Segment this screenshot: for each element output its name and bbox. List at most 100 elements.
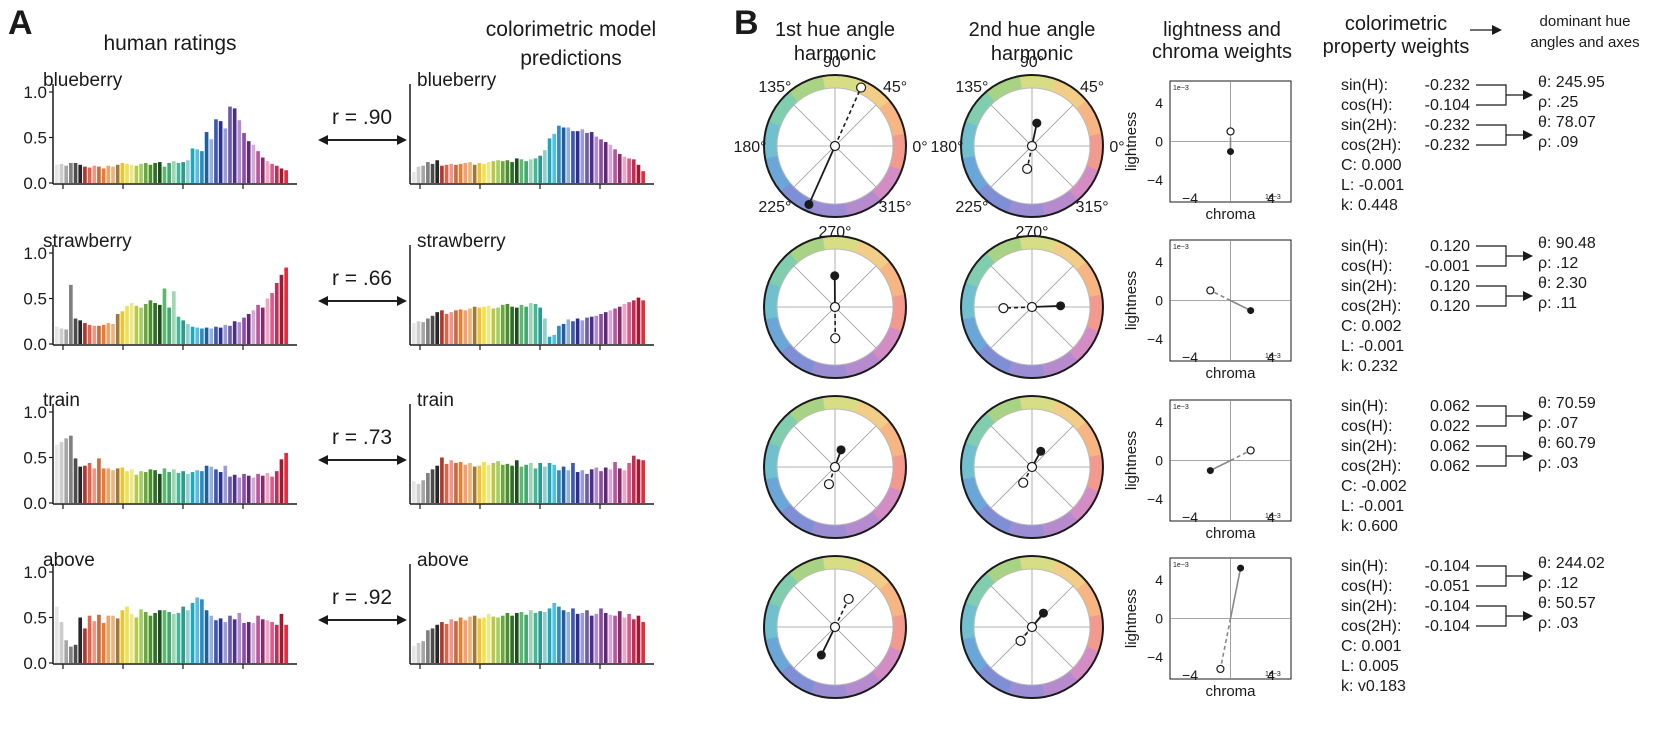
hue-ring-segment [1085, 476, 1103, 492]
model-bar [500, 464, 505, 503]
human-bar [209, 466, 214, 503]
hue-ring-segment [884, 430, 902, 448]
model-bar [641, 171, 645, 183]
wheel-outline [960, 395, 1104, 539]
weight-value: 0.120 [1430, 278, 1470, 295]
weight-label: cos(2H): [1341, 298, 1401, 315]
model-bar [482, 306, 486, 344]
hue-ring-segment [773, 421, 792, 440]
lc-negative-dot [1246, 446, 1255, 455]
model-bar [519, 304, 524, 344]
human-bar [157, 610, 162, 663]
hue-ring-segment [986, 510, 1005, 529]
weight-k: k: 0.448 [1341, 197, 1398, 214]
angle-label: 180° [930, 139, 963, 156]
model-bar [449, 163, 454, 183]
model-bar [430, 315, 435, 344]
hue-ring-segment [961, 121, 979, 137]
hue-ring-segment [1060, 189, 1079, 208]
hue-ring-segment [891, 466, 906, 480]
hue-ring-segment [863, 350, 882, 369]
wheel-center-dot [1026, 461, 1038, 473]
weight-value: 0.022 [1430, 418, 1470, 435]
hue-ring-segment [1031, 236, 1045, 251]
model-bar [491, 161, 496, 183]
hue-ring-segment [977, 252, 996, 271]
word-label-model: train [417, 390, 454, 411]
wheel-outline [960, 74, 1104, 218]
hue-ring-segment [970, 581, 989, 600]
model-bar [472, 164, 477, 183]
human-bar [143, 612, 148, 663]
human-bar [265, 161, 270, 183]
model-bar [519, 612, 524, 663]
hue-ring-segment [1085, 316, 1103, 332]
model-bar [566, 612, 571, 663]
hue-ring-segment [1051, 195, 1069, 213]
hue-ring-segment [780, 91, 799, 110]
human-bar [237, 477, 242, 503]
human-bar [139, 609, 143, 663]
dominant-theta: θ: 60.79 [1538, 435, 1596, 452]
human-bar [55, 444, 59, 503]
model-bar [589, 615, 594, 663]
human-bar [200, 328, 204, 344]
human-bar [55, 164, 59, 183]
hue-ring-segment [1060, 670, 1079, 689]
bracket [1476, 605, 1507, 627]
hue-ring-segment [1088, 294, 1104, 308]
hue-ring-segment [1088, 133, 1104, 147]
lc-y-tick: −4 [1147, 649, 1163, 665]
model-bar [580, 129, 585, 183]
model-bar [561, 127, 566, 183]
model-bar [547, 336, 552, 344]
model-bar [543, 612, 547, 663]
weight-chroma: C: 0.002 [1341, 318, 1402, 335]
model-bar [472, 466, 477, 503]
hue-ring-segment [764, 294, 779, 308]
model-bar [557, 470, 561, 503]
model-bar [454, 621, 458, 663]
harmonic-positive-dot [1032, 118, 1042, 128]
harmonic-positive-dot [1056, 301, 1066, 311]
model-bar [538, 611, 543, 663]
hue-ring-segment [773, 655, 792, 674]
angle-label: 225° [758, 199, 791, 216]
model-bar [571, 462, 575, 503]
hue-ring-segment [822, 556, 836, 571]
model-bar [524, 464, 528, 503]
hue-ring-segment [961, 466, 976, 480]
harmonic-negative-dot [998, 303, 1009, 314]
model-bar [627, 613, 631, 663]
hue-ring-segment [891, 614, 906, 628]
hue-ring-segment [970, 421, 989, 440]
model-bar [430, 163, 435, 183]
harmonic-negative-dot [823, 479, 835, 490]
human-bar [92, 325, 97, 344]
hue-ring-segment [884, 270, 902, 288]
word-label-model: above [417, 550, 469, 571]
hue-ring-segment [878, 334, 897, 353]
human-bar [153, 470, 157, 503]
model-bar [617, 306, 622, 344]
header-cp-line2: property weights [1323, 36, 1470, 58]
word-label-model: strawberry [417, 231, 506, 252]
hue-ring-segment [970, 100, 989, 119]
lc-y-tick: 4 [1155, 572, 1163, 588]
human-bar [284, 624, 288, 663]
hue-ring-segment [965, 431, 983, 449]
human-bar [73, 458, 78, 503]
hue-ring-segment [878, 654, 897, 673]
hue-ring-segment [961, 133, 976, 147]
hue-ring-segment [884, 109, 902, 127]
hue-ring-segment [970, 261, 989, 280]
human-bar [92, 165, 97, 183]
human-bar [111, 166, 115, 183]
model-bar [426, 318, 430, 344]
model-bar [416, 483, 421, 503]
human-bar [106, 615, 111, 663]
wheel-center-dot [829, 140, 841, 152]
model-bar [412, 323, 416, 344]
weight-label: sin(H): [1341, 77, 1388, 94]
model-bar [486, 162, 491, 183]
